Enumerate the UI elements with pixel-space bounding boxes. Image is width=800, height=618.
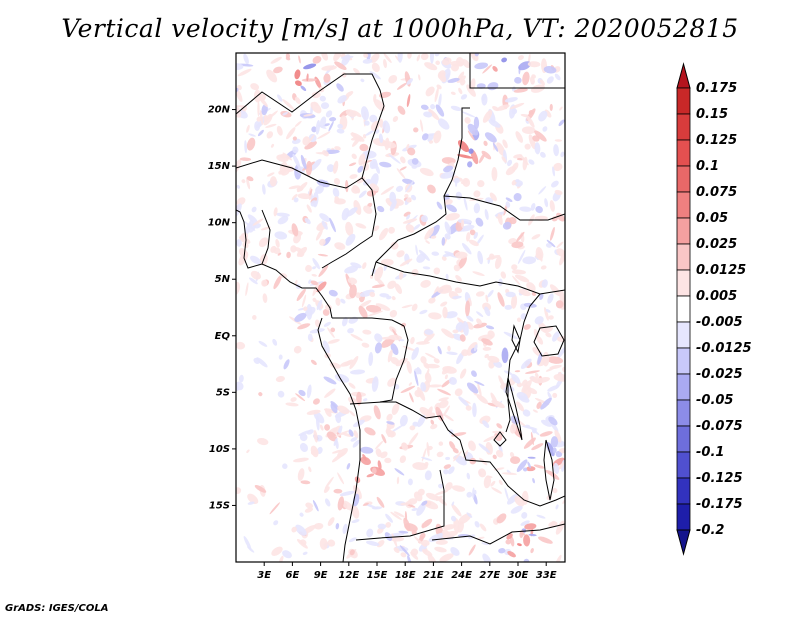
lon-tick-label: 15E xyxy=(367,570,388,581)
colorbar-label: -0.175 xyxy=(696,497,743,512)
colorbar-label: -0.075 xyxy=(696,419,743,434)
border-sudan-south xyxy=(443,195,565,221)
colorbar-label: -0.125 xyxy=(696,471,743,486)
lake-malawi xyxy=(543,439,555,501)
lon-tick-label: 21E xyxy=(423,570,444,581)
colorbar-label: 0.1 xyxy=(696,159,719,174)
colorbar-segment xyxy=(676,295,691,323)
lon-tick-label: 9E xyxy=(314,570,328,581)
colorbar-label: 0.0125 xyxy=(696,263,746,278)
lat-tick-label: 5N xyxy=(215,274,231,285)
colorbar-label: 0.025 xyxy=(696,237,737,252)
colorbar-label: -0.005 xyxy=(696,315,743,330)
border-egypt-libya xyxy=(371,107,470,277)
colorbar-segment xyxy=(676,347,691,375)
lon-tick-label: 12E xyxy=(338,570,359,581)
colorbar-segment xyxy=(676,191,691,219)
colorbar-label: 0.075 xyxy=(696,185,737,200)
lon-tick-label: 3E xyxy=(257,570,271,581)
colorbar-segment xyxy=(676,321,691,349)
colorbar-label: -0.1 xyxy=(696,445,724,460)
lon-tick-label: 27E xyxy=(479,570,500,581)
border-drc-east xyxy=(505,293,541,433)
colorbar-label: 0.15 xyxy=(696,107,728,122)
lake-albert xyxy=(511,324,521,354)
border-zambia xyxy=(497,471,565,507)
colorbar-label: -0.05 xyxy=(696,393,733,408)
lat-tick-label: 5S xyxy=(216,387,230,398)
colorbar-label: 0.175 xyxy=(696,81,737,96)
colorbar-segment xyxy=(676,477,691,505)
border-angola xyxy=(349,401,499,473)
velocity-field xyxy=(236,53,565,562)
colorbar-segment xyxy=(676,217,691,245)
border-congo xyxy=(379,325,409,403)
lake-victoria xyxy=(533,325,565,357)
border-car-south xyxy=(375,261,565,295)
border-sahel xyxy=(236,159,363,189)
colorbar-segment xyxy=(676,87,691,115)
colorbar-segment xyxy=(676,243,691,271)
lat-tick-label: 10S xyxy=(209,444,230,455)
colorbar: 0.175 0.15 0.125 0.1 0.075 0.05 0.025 0.0125 0.0… xyxy=(676,62,752,556)
colorbar-label: -0.2 xyxy=(696,523,724,538)
map-axes: 20N 15N 10N 5N EQ 5S 10S 15S 3E 6E 9E 12E 15E 18E 21E 2… xyxy=(208,105,557,581)
colorbar-top-arrow xyxy=(676,62,691,89)
colorbar-segment xyxy=(676,373,691,401)
country-borders xyxy=(236,53,565,562)
lake-mweru xyxy=(493,431,507,447)
lat-tick-label: 10N xyxy=(208,218,231,229)
colorbar-segment xyxy=(676,139,691,167)
border-north xyxy=(236,73,385,269)
colorbar-label: 0.005 xyxy=(696,289,737,304)
colorbar-label: -0.0125 xyxy=(696,341,752,356)
colorbar-label: -0.025 xyxy=(696,367,743,382)
colorbar-segment xyxy=(676,113,691,141)
lon-tick-label: 33E xyxy=(536,570,557,581)
lon-tick-label: 6E xyxy=(286,570,300,581)
border-angola-south xyxy=(355,469,445,541)
colorbar-segment xyxy=(676,451,691,479)
lat-tick-label: EQ xyxy=(215,331,231,342)
colorbar-segment xyxy=(676,425,691,453)
colorbar-label: 0.05 xyxy=(696,211,728,226)
colorbar-bottom-arrow xyxy=(676,529,691,556)
colorbar-segment xyxy=(676,165,691,193)
border-nigeria xyxy=(261,209,271,265)
colorbar-segment xyxy=(676,399,691,427)
colorbar-segment xyxy=(676,269,691,297)
lat-tick-label: 15S xyxy=(209,500,230,511)
border-gabon xyxy=(332,317,405,327)
lon-tick-label: 24E xyxy=(451,570,472,581)
coastline-central-south xyxy=(317,317,361,562)
coastline-west-africa xyxy=(236,209,333,319)
credit-text: GrADS: IGES/COLA xyxy=(5,603,109,614)
lon-tick-label: 18E xyxy=(395,570,416,581)
lat-tick-label: 20N xyxy=(208,105,231,116)
map-title: Vertical velocity [m/s] at 1000hPa, VT: … xyxy=(61,14,739,43)
border-zimbabwe xyxy=(431,523,565,545)
colorbar-segment xyxy=(676,503,691,531)
lon-tick-label: 30E xyxy=(508,570,529,581)
lat-tick-label: 15N xyxy=(208,161,231,172)
border-chad-sudan xyxy=(469,53,565,89)
lake-tanganyika xyxy=(505,377,523,441)
map-frame xyxy=(235,52,566,563)
colorbar-label: 0.125 xyxy=(696,133,737,148)
